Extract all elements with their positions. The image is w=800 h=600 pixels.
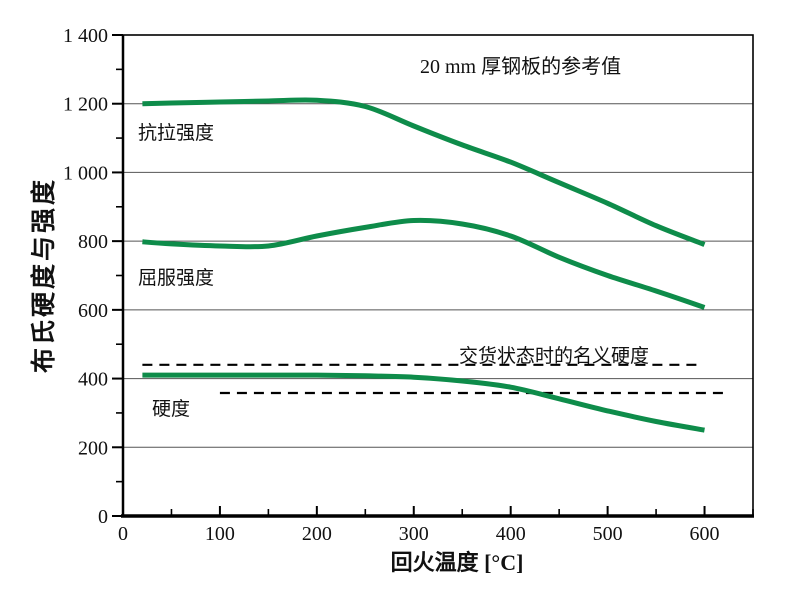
yield-strength-label: 屈服强度	[138, 268, 215, 289]
x-tick-label-100: 100	[205, 523, 235, 545]
y-axis-title: 布氏硬度与强度	[31, 176, 58, 374]
yield-strength-curve	[142, 217, 706, 310]
y-tick-label-0: 0	[98, 506, 108, 528]
y-tick-label-800: 800	[78, 231, 108, 253]
x-axis-title: 回火温度 [°C]	[390, 550, 524, 575]
y-tick-label-1400: 1 400	[63, 25, 108, 47]
x-tick-label-0: 0	[118, 523, 128, 545]
y-tick-label-1000: 1 000	[63, 162, 108, 184]
hardness-curve	[142, 372, 705, 433]
delivery-hardness-label: 交货状态时的名义硬度	[459, 346, 650, 367]
x-tick-label-600: 600	[690, 523, 720, 545]
y-tick-label-600: 600	[78, 300, 108, 322]
y-tick-label-400: 400	[78, 369, 108, 391]
plot-frame	[122, 34, 754, 517]
hardness-label: 硬度	[152, 399, 191, 420]
x-tick-label-300: 300	[399, 523, 429, 545]
x-tick-label-200: 200	[302, 523, 332, 545]
y-tick-label-1200: 1 200	[63, 94, 108, 116]
tensile-strength-curve	[142, 97, 706, 247]
y-tick-label-200: 200	[78, 437, 108, 459]
tensile-strength-label: 抗拉强度	[138, 123, 215, 144]
reference-note: 20 mm 厚钢板的参考值	[420, 56, 622, 78]
x-tick-label-400: 400	[496, 523, 526, 545]
x-tick-label-500: 500	[593, 523, 623, 545]
